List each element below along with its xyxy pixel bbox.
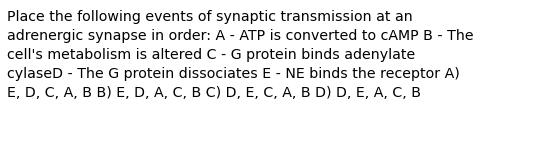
Text: Place the following events of synaptic transmission at an
adrenergic synapse in : Place the following events of synaptic t…: [7, 10, 474, 100]
